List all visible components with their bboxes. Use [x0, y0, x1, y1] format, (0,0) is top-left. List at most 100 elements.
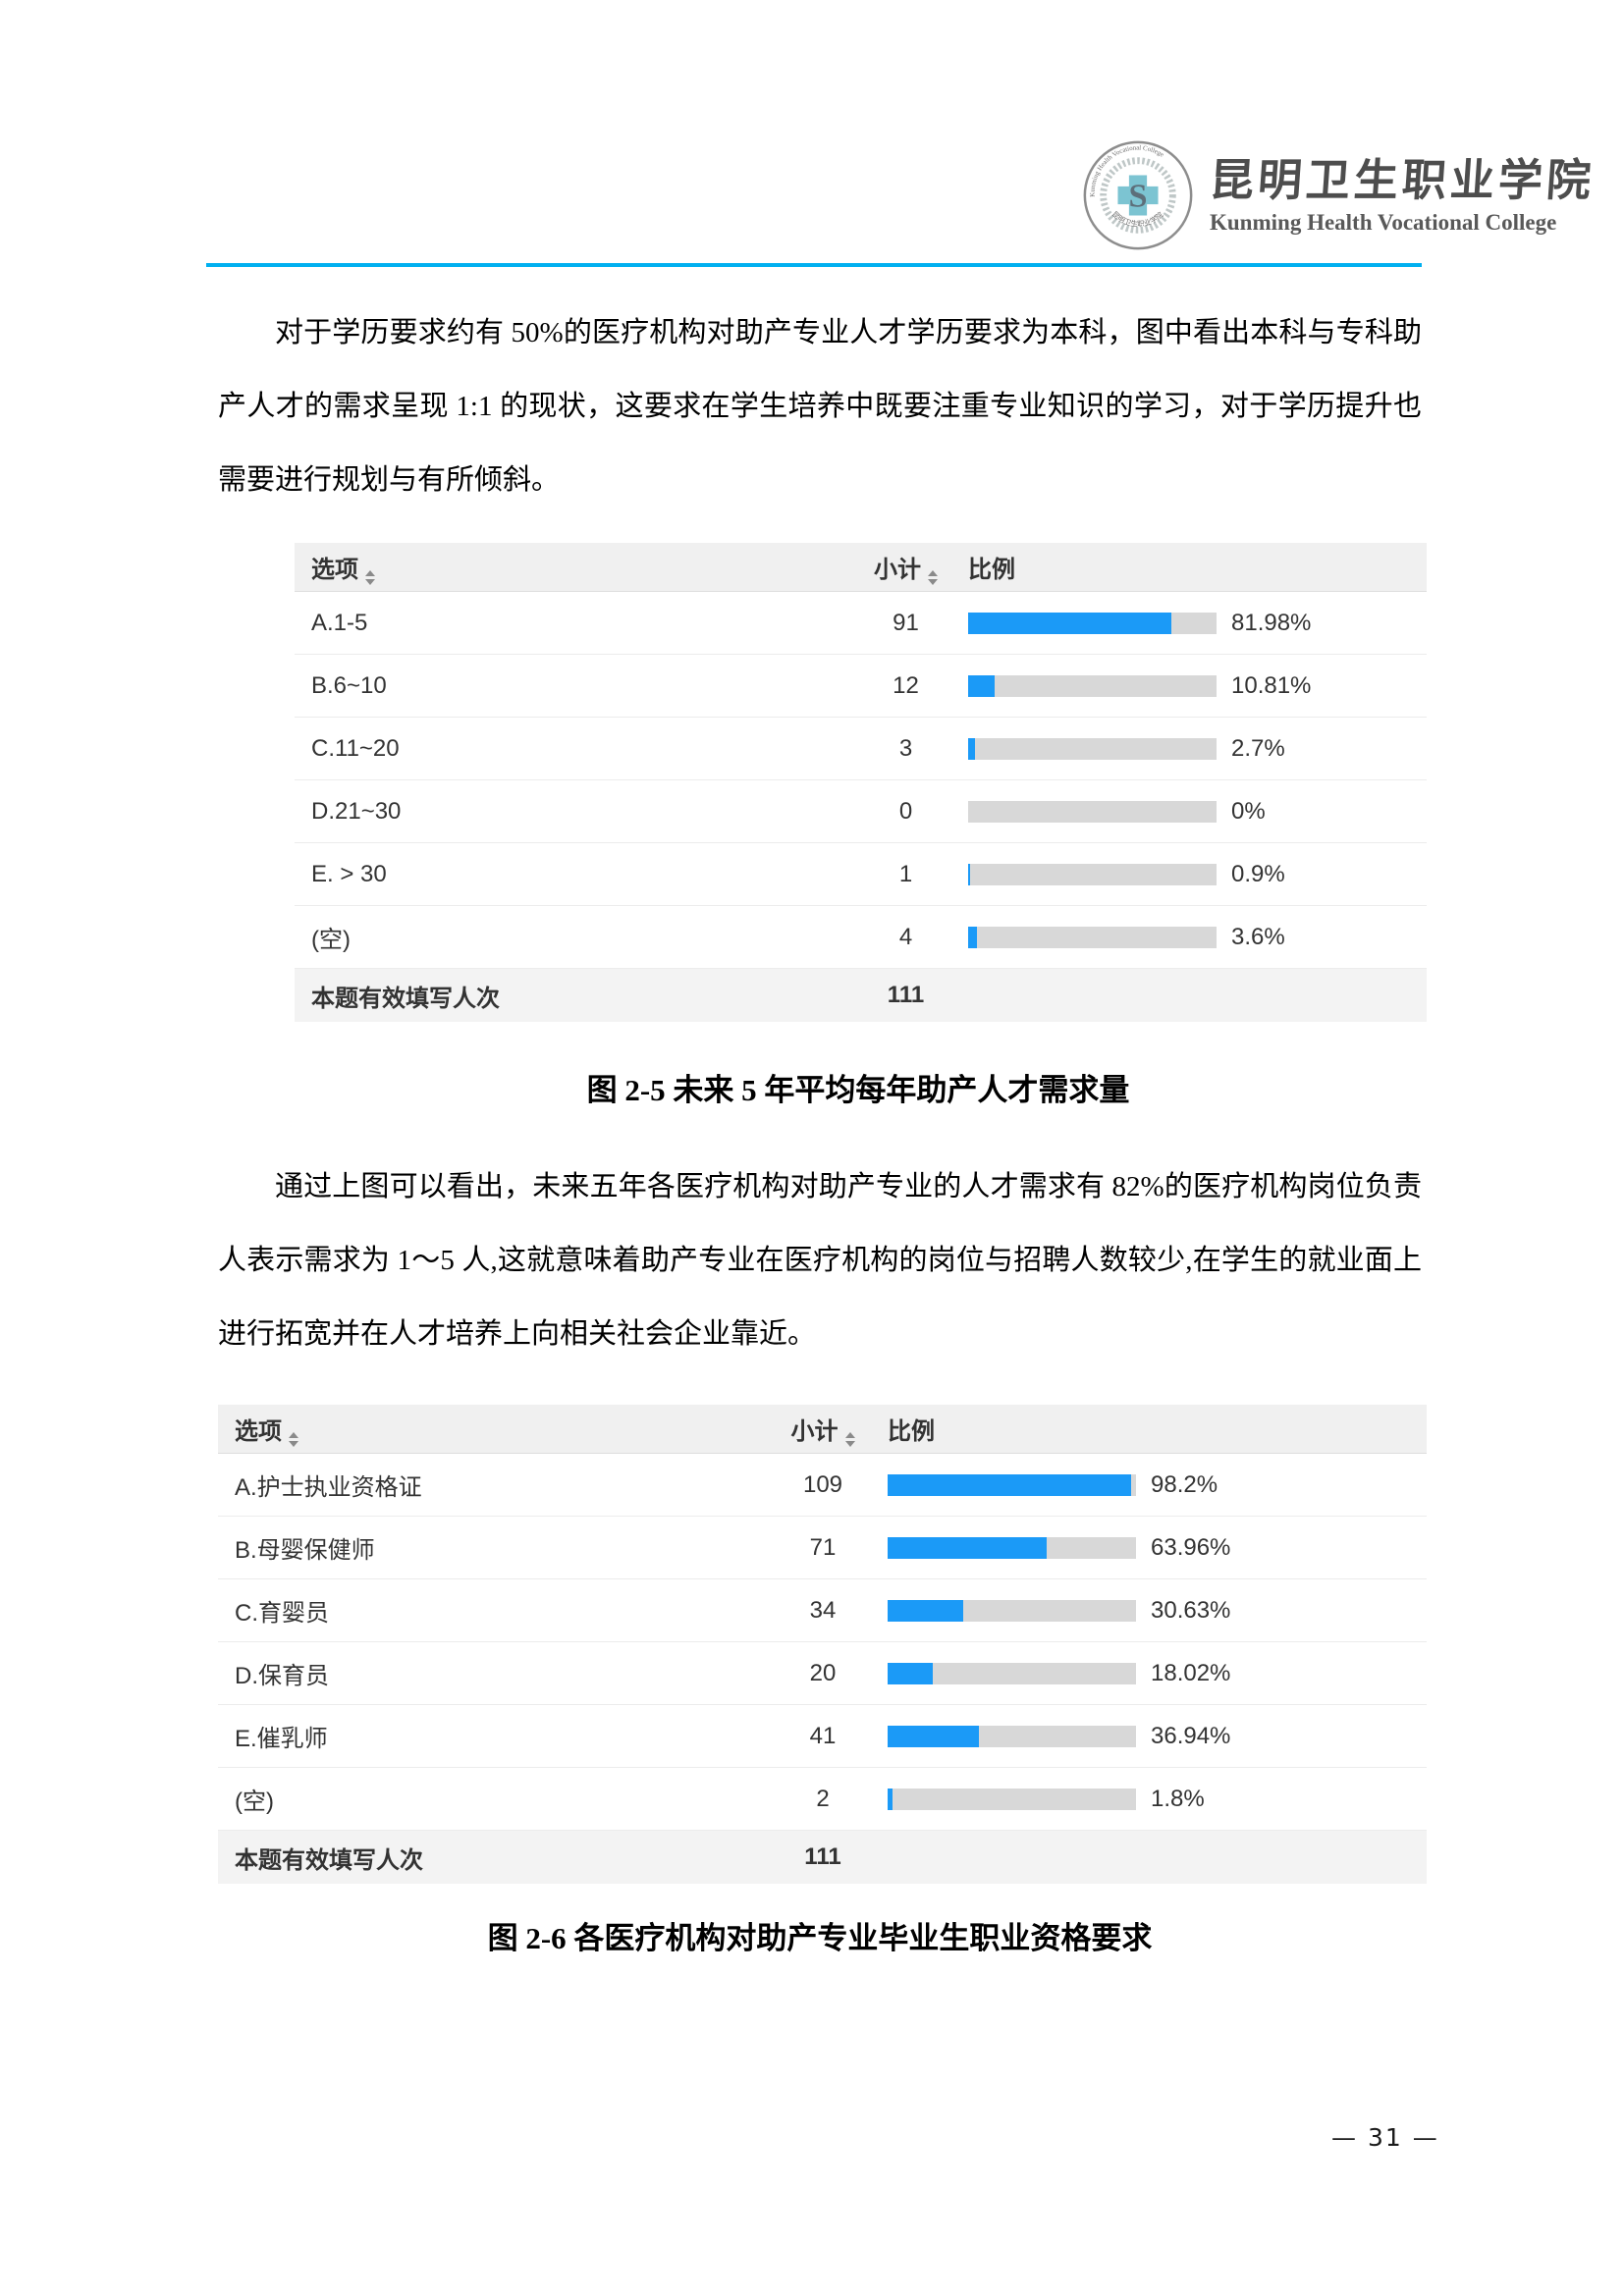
option-cell: E. > 30 [311, 860, 387, 887]
table-row: B.6~10 12 10.81% [295, 655, 1427, 718]
count-cell: 20 [809, 1659, 837, 1686]
college-seal-logo: Kunming Health Vocational College 昆明卫生职业… [1083, 140, 1193, 250]
column-header-option-label: 选项 [235, 1417, 282, 1445]
count-cell: 109 [802, 1470, 843, 1498]
sort-arrows-icon [844, 1431, 855, 1447]
option-cell: C.育婴员 [235, 1600, 329, 1627]
sort-arrows-icon [928, 569, 938, 585]
option-cell: D.21~30 [311, 797, 402, 825]
table-body: A.护士执业资格证 109 98.2% B.母婴保健师 71 [218, 1454, 1427, 1831]
percent-label: 10.81% [1231, 671, 1312, 699]
college-logo-group: Kunming Health Vocational College 昆明卫生职业… [1082, 139, 1597, 251]
count-cell: 4 [898, 923, 913, 950]
column-header-count-label: 小计 [874, 556, 921, 583]
seal-cross-icon [1117, 175, 1159, 216]
college-name-en: Kunming Health Vocational College [1210, 209, 1557, 235]
percent-bar-track [968, 800, 1217, 823]
table-row: E. > 30 1 0.9% [295, 843, 1427, 906]
percent-bar-track [888, 1662, 1136, 1684]
percent-bar-track [888, 1599, 1136, 1622]
column-header-option: 选项 [218, 1412, 774, 1447]
percent-bar-track [888, 1536, 1136, 1559]
option-cell: (空) [311, 927, 351, 953]
table-row: B.母婴保健师 71 63.96% [218, 1517, 1427, 1579]
ratio-cell: 63.96% [872, 1534, 1427, 1562]
option-cell: (空) [235, 1789, 274, 1815]
percent-label: 18.02% [1151, 1659, 1231, 1686]
count-cell: 41 [809, 1722, 837, 1749]
column-header-ratio-label: 比例 [888, 1418, 935, 1445]
ratio-cell: 2.7% [952, 735, 1427, 763]
percent-label: 1.8% [1151, 1785, 1205, 1812]
ratio-cell: 98.2% [872, 1471, 1427, 1499]
footer-count: 111 [804, 1843, 841, 1870]
table-row: E.催乳师 41 36.94% [218, 1705, 1427, 1768]
page-content: 对于学历要求约有 50%的医疗机构对助产专业人才学历要求为本科，图中看出本科与专… [218, 296, 1427, 1957]
table-footer-row: 本题有效填写人次 111 [218, 1831, 1427, 1884]
count-cell: 1 [898, 860, 913, 887]
ratio-cell: 36.94% [872, 1723, 1427, 1750]
percent-bar-track [968, 926, 1217, 948]
percent-bar-fill [888, 1662, 933, 1684]
column-header-option-label: 选项 [311, 556, 358, 583]
survey-table-certification: 选项 小计 比例 A.护士执业资格证 109 98.2% [218, 1405, 1427, 1884]
percent-bar-fill [888, 1725, 980, 1747]
count-cell: 2 [816, 1785, 830, 1812]
option-cell: A.护士执业资格证 [235, 1474, 422, 1501]
ratio-cell: 0.9% [952, 861, 1427, 888]
table-body: A.1-5 91 81.98% B.6~10 12 [295, 592, 1427, 969]
ratio-cell: 1.8% [872, 1786, 1427, 1813]
seal-wreath-icon [1100, 157, 1176, 234]
column-header-count: 小计 [859, 550, 952, 585]
body-paragraph-2: 通过上图可以看出，未来五年各医疗机构对助产专业的人才需求有 82%的医疗机构岗位… [218, 1171, 1422, 1350]
percent-bar-track [968, 674, 1217, 697]
ratio-cell: 10.81% [952, 672, 1427, 700]
percent-label: 98.2% [1151, 1470, 1218, 1498]
figure-caption-2-5: 图 2-5 未来 5 年平均每年助产人才需求量 [586, 1073, 1130, 1107]
table-row: A.1-5 91 81.98% [295, 592, 1427, 655]
table-row: D.保育员 20 18.02% [218, 1642, 1427, 1705]
count-cell: 12 [893, 671, 919, 699]
option-cell: C.11~20 [311, 734, 400, 762]
figure-caption-2-6: 图 2-6 各医疗机构对助产专业毕业生职业资格要求 [487, 1921, 1153, 1955]
ratio-cell: 18.02% [872, 1660, 1427, 1687]
survey-table-demand: 选项 小计 比例 A.1-5 91 81.98% [295, 543, 1427, 1022]
percent-bar-fill [888, 1599, 964, 1622]
percent-label: 2.7% [1231, 734, 1285, 762]
option-cell: D.保育员 [235, 1663, 329, 1689]
percent-bar-fill [968, 737, 975, 760]
percent-bar-track [888, 1473, 1136, 1496]
table-header-row: 选项 小计 比例 [218, 1405, 1427, 1454]
option-cell: A.1-5 [311, 609, 368, 636]
percent-label: 81.98% [1231, 609, 1312, 636]
percent-bar-track [888, 1788, 1136, 1810]
count-cell: 0 [898, 797, 913, 825]
percent-bar-fill [968, 863, 971, 885]
percent-bar-track [968, 863, 1217, 885]
option-cell: B.母婴保健师 [235, 1537, 375, 1564]
table-header-row: 选项 小计 比例 [295, 543, 1427, 592]
sort-arrows-icon [289, 1431, 298, 1447]
count-cell: 3 [898, 734, 913, 762]
header-divider-line [206, 263, 1422, 267]
footer-label: 本题有效填写人次 [311, 985, 500, 1012]
percent-bar-track [888, 1725, 1136, 1747]
table-row: C.11~20 3 2.7% [295, 718, 1427, 780]
column-header-count: 小计 [774, 1412, 872, 1447]
table-row: D.21~30 0 0% [295, 780, 1427, 843]
count-cell: 34 [809, 1596, 837, 1624]
column-header-ratio-label: 比例 [968, 557, 1015, 583]
count-cell: 71 [809, 1533, 837, 1561]
ratio-cell: 0% [952, 798, 1427, 826]
table-footer-row: 本题有效填写人次 111 [295, 969, 1427, 1022]
table-row: A.护士执业资格证 109 98.2% [218, 1454, 1427, 1517]
percent-label: 0% [1231, 797, 1266, 825]
percent-bar-fill [968, 674, 996, 697]
college-name-zh: 昆明卫生职业学院 [1208, 153, 1597, 206]
page-number: — 31 — [1331, 2123, 1439, 2152]
column-header-count-label: 小计 [790, 1417, 839, 1445]
footer-count: 111 [887, 982, 925, 1008]
count-cell: 91 [893, 609, 919, 636]
ratio-cell: 81.98% [952, 610, 1427, 637]
